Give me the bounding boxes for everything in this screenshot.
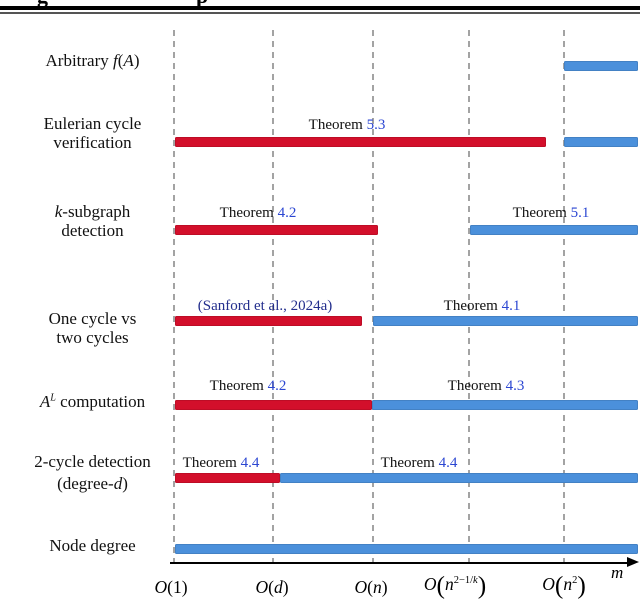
theorem-ref: Theorem 5.3: [308, 117, 386, 133]
row-label-k-subgraph-detection: k-subgraph: [54, 202, 131, 221]
top-rule-thin: [0, 12, 640, 14]
theorem-link[interactable]: 4.4: [240, 455, 260, 471]
x-tick-label: O(d): [255, 577, 289, 597]
theorem-ref: Theorem 4.1: [443, 298, 521, 314]
bar-blue-k-subgraph-detection: [470, 225, 638, 235]
x-tick-label: O(n2): [542, 571, 586, 600]
cropped-caption-fragment: p: [196, 0, 208, 9]
bar-blue-node-degree: [175, 544, 638, 554]
citation-link[interactable]: (Sanford et al., 2024a): [197, 298, 333, 314]
bar-red-A-L-computation: [175, 400, 372, 410]
x-axis-arrowhead: [627, 557, 639, 568]
bar-red-one-cycle-vs-two-cycles: [175, 316, 362, 326]
gridline: [468, 30, 470, 567]
theorem-ref: Theorem 4.4: [380, 455, 458, 471]
row-label-k-subgraph-detection: detection: [61, 221, 124, 240]
row-label-one-cycle-vs-two-cycles: two cycles: [56, 328, 129, 347]
citation-ref: (Sanford et al., 2024a): [198, 297, 333, 315]
row-label-eulerian-cycle-verification: Eulerian cycle: [43, 114, 142, 133]
theorem-link[interactable]: 4.1: [501, 298, 521, 314]
cropped-caption-fragment: g: [37, 0, 48, 9]
row-label-2-cycle-detection-degree-d: (degree-d): [57, 474, 128, 493]
gridline: [372, 30, 374, 567]
x-tick-label: O(n): [354, 577, 388, 597]
bar-blue-one-cycle-vs-two-cycles: [373, 316, 638, 326]
theorem-ref: Theorem 4.4: [182, 455, 260, 471]
row-label-eulerian-cycle-verification: verification: [53, 133, 132, 152]
gridline: [272, 30, 274, 567]
x-axis-arrow-label: m: [611, 563, 624, 582]
gridline: [563, 30, 565, 567]
row-label-one-cycle-vs-two-cycles: One cycle vs: [48, 309, 137, 328]
theorem-link[interactable]: 4.4: [438, 455, 458, 471]
theorem-link[interactable]: 4.2: [277, 205, 297, 221]
bar-blue-eulerian-cycle-verification: [564, 137, 638, 147]
theorem-ref: Theorem 4.3: [447, 378, 525, 394]
theorem-link[interactable]: 4.2: [267, 378, 287, 394]
x-tick-label: O(n2−1/k): [423, 571, 487, 600]
theorem-link[interactable]: 4.3: [505, 378, 525, 394]
row-label-node-degree: Node degree: [49, 536, 136, 555]
gridline: [173, 30, 175, 567]
bar-red-k-subgraph-detection: [175, 225, 378, 235]
bar-blue-arbitrary-f-A: [564, 61, 638, 71]
theorem-ref: Theorem 4.2: [209, 378, 287, 394]
theorem-link[interactable]: 5.3: [366, 117, 386, 133]
x-tick-label: O(1): [154, 577, 188, 597]
row-label-A-L-computation: AL computation: [39, 392, 146, 411]
bar-red-2-cycle-detection-degree-d: [175, 473, 280, 483]
theorem-link[interactable]: 5.1: [570, 205, 590, 221]
bar-red-eulerian-cycle-verification: [175, 137, 546, 147]
row-label-2-cycle-detection-degree-d: 2-cycle detection: [34, 452, 151, 471]
top-rule-thick: [0, 6, 640, 10]
bar-blue-A-L-computation: [372, 400, 638, 410]
bar-blue-2-cycle-detection-degree-d: [280, 473, 638, 483]
theorem-ref: Theorem 5.1: [512, 205, 590, 221]
theorem-ref: Theorem 4.2: [219, 205, 297, 221]
x-axis-line: [170, 562, 629, 564]
row-label-arbitrary-f-A: Arbitrary f(A): [45, 51, 140, 70]
